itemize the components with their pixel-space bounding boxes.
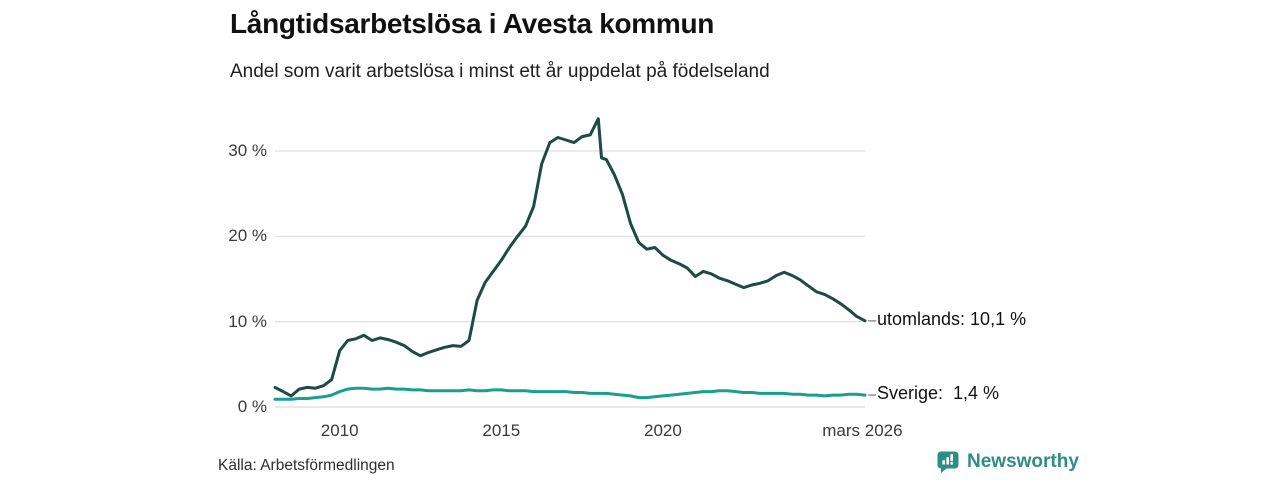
y-tick-label: 0 % xyxy=(237,397,267,416)
x-tick-label: 2015 xyxy=(482,421,521,440)
page-title: Långtidsarbetslösa i Avesta kommun xyxy=(230,8,715,39)
x-tick-label: 2020 xyxy=(644,421,682,440)
newsworthy-logo-icon xyxy=(936,450,960,474)
x-tick-label: mars 2026 xyxy=(822,421,903,440)
newsworthy-wordmark[interactable]: Newsworthy xyxy=(967,451,1079,472)
series-label-sverige: Sverige: 1,4 % xyxy=(877,383,1000,404)
y-tick-label: 10 % xyxy=(228,311,267,331)
y-tick-label: 20 % xyxy=(228,226,267,246)
series-label-utomlands: utomlands: 10,1 % xyxy=(877,308,1027,329)
x-tick-label: 2010 xyxy=(320,421,359,440)
newsworthy-brand[interactable]: Newsworthy xyxy=(936,450,1079,474)
chart-subtitle: Andel som varit arbetslösa i minst ett å… xyxy=(230,61,770,82)
source-note: Källa: Arbetsförmedlingen xyxy=(218,457,395,474)
y-tick-label: 30 % xyxy=(228,141,267,161)
